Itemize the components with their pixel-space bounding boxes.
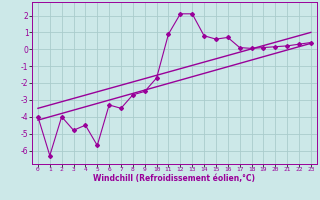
- X-axis label: Windchill (Refroidissement éolien,°C): Windchill (Refroidissement éolien,°C): [93, 174, 255, 183]
